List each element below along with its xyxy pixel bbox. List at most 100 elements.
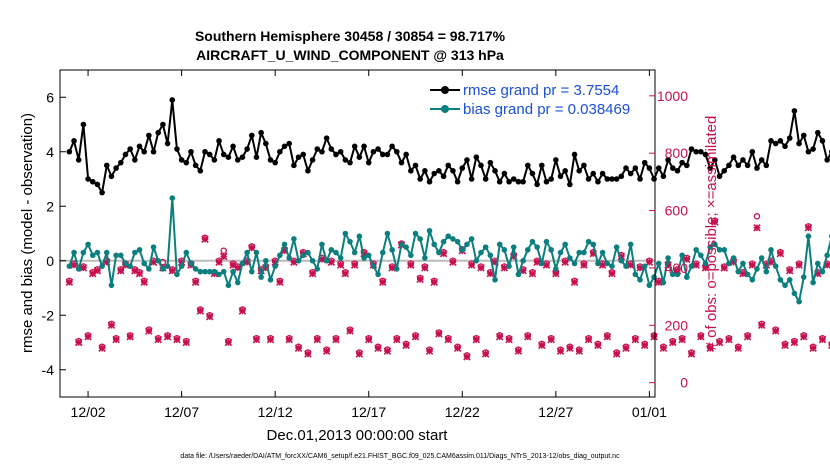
nobs-assimilated-point — [495, 332, 504, 341]
bias-point — [553, 266, 559, 272]
rmse-point — [800, 132, 807, 139]
bias-point — [253, 249, 260, 256]
bias-point — [478, 249, 484, 256]
rmse-point — [599, 170, 606, 177]
bias-point — [496, 241, 503, 248]
bias-point — [169, 195, 176, 201]
rmse-point — [543, 178, 550, 185]
rmse-point — [202, 148, 208, 155]
bias-point — [277, 252, 283, 259]
nobs-assimilated-point — [697, 332, 705, 341]
rmse-point — [482, 176, 489, 182]
bias-point — [328, 247, 335, 253]
bias-point — [258, 274, 264, 280]
bias-point — [393, 266, 400, 272]
bias-point — [370, 263, 377, 270]
nobs-assimilated-point — [781, 341, 789, 350]
nobs-assimilated-point — [168, 267, 177, 275]
rmse-point — [174, 146, 180, 152]
nobs-assimilated-point — [669, 338, 677, 347]
nobs-assimilated-point — [748, 261, 757, 269]
rmse-point — [590, 170, 597, 177]
nobs-assimilated-point — [467, 261, 476, 269]
rmse-point — [782, 143, 788, 150]
rmse-point — [80, 121, 87, 128]
x-tick-label: 12/02 — [71, 404, 106, 420]
legend-rmse-marker — [441, 86, 449, 94]
bias-point — [141, 260, 147, 267]
nobs-assimilated-point — [322, 347, 331, 355]
rmse-point — [735, 162, 742, 169]
rmse-point — [459, 165, 466, 171]
rmse-point — [127, 146, 133, 152]
bias-point — [89, 252, 96, 259]
bias-point — [305, 249, 311, 256]
bias-point — [450, 236, 456, 242]
rmse-point — [501, 170, 508, 177]
legend: rmse grand pr = 3.7554 bias grand pr = 0… — [430, 82, 630, 118]
rmse-point — [712, 157, 718, 163]
nobs-assimilated-point — [266, 335, 275, 344]
nobs-assimilated-point — [584, 335, 593, 344]
bias-point — [735, 268, 742, 275]
rmse-point — [272, 159, 278, 166]
rmse-point — [281, 143, 288, 150]
rmse-point — [277, 148, 283, 155]
rmse-point — [216, 138, 222, 144]
nobs-assimilated-point — [804, 223, 813, 232]
bias-point — [234, 279, 241, 286]
nobs-assimilated-point — [528, 269, 537, 278]
rmse-point — [702, 151, 709, 158]
bias-point — [669, 271, 676, 278]
y-axis-right-ticks: 0 200 400 600 800 1000 — [649, 88, 688, 391]
y-tick-label: -2 — [42, 307, 55, 323]
nobs-assimilated-point — [715, 338, 724, 347]
rmse-point — [389, 143, 395, 150]
rmse-point — [618, 173, 625, 180]
x-tick-label: 12/12 — [258, 404, 293, 420]
bias-point — [118, 252, 124, 259]
nobs-assimilated-point — [720, 264, 728, 272]
bias-point — [291, 236, 297, 242]
rmse-point — [679, 159, 685, 166]
bias-point — [389, 247, 395, 253]
rmse-point — [707, 165, 713, 171]
nobs-assimilated-point — [425, 347, 434, 355]
bias-point — [712, 241, 718, 248]
nobs-assimilated-point — [126, 332, 134, 341]
nobs-assimilated-point — [711, 218, 719, 226]
nobs-assimilated-point — [608, 269, 616, 278]
rmse-point — [230, 143, 236, 150]
rmse-point — [721, 168, 728, 174]
bias-point — [609, 263, 615, 270]
nobs-assimilated-point — [196, 307, 205, 315]
rmse-point — [534, 181, 540, 188]
rmse-point — [220, 151, 227, 158]
nobs-assimilated-point — [757, 321, 766, 330]
nobs-assimilated-point — [430, 278, 438, 287]
bias-point — [80, 249, 87, 256]
nobs-assimilated-point — [645, 258, 654, 266]
rmse-point — [698, 148, 704, 155]
bias-point — [103, 249, 110, 256]
nobs-layer — [65, 213, 830, 361]
bias-point — [660, 279, 667, 286]
rmse-point — [103, 162, 110, 169]
bias-point — [506, 263, 512, 270]
nobs-assimilated-point — [374, 344, 382, 353]
bias-point — [459, 247, 466, 253]
rmse-point — [244, 146, 250, 152]
rmse-point — [609, 176, 615, 182]
bias-point — [384, 230, 391, 237]
y-axis-right-label: # of obs: o=possible; ×=assimilated — [703, 116, 720, 351]
nobs-assimilated-point — [205, 312, 214, 321]
rmse-point — [754, 165, 760, 171]
bias-point — [314, 266, 321, 272]
nobs-assimilated-point — [524, 332, 532, 341]
nobs-assimilated-point — [743, 332, 752, 341]
bias-point — [581, 249, 587, 256]
nobs-assimilated-point — [248, 244, 256, 252]
bias-point — [192, 266, 199, 272]
nobs-assimilated-point — [393, 335, 401, 344]
